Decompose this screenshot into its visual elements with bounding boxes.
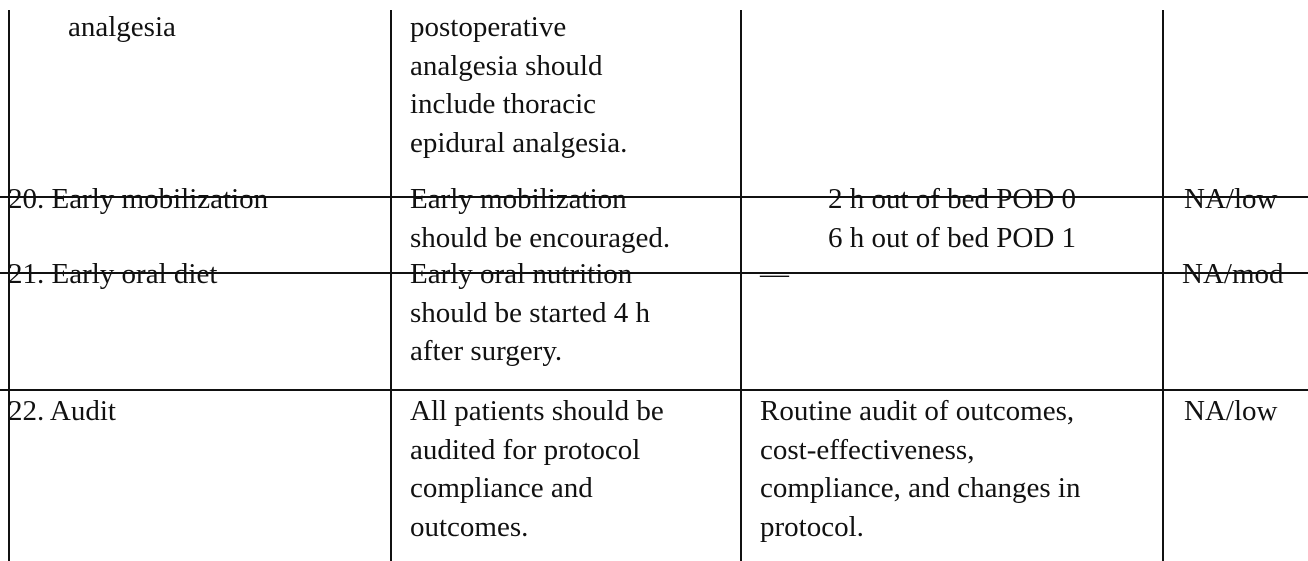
column-border-2 [740,10,742,561]
detail-cell: Routine audit of outcomes, cost-effectiv… [760,392,1081,546]
detail-line: 2 h out of bed POD 0 [827,183,1077,215]
recommendation-line: audited for protocol [410,433,641,466]
recommendation-line: compliance and [410,472,593,504]
recommendation-cell: All patients should be audited for proto… [410,392,664,546]
recommendation-line: All patients should be [410,395,664,427]
recommendation-line: outcomes. [410,510,529,543]
column-border-left [8,10,10,561]
detail-line: compliance, and changes in [760,472,1081,504]
row-border-3 [0,389,1308,391]
detail-line: 6 h out of bed POD 1 [827,221,1077,254]
evidence-cell: NA/mod [1182,258,1284,290]
recommendation-cell: Early mobilization should be encouraged. [410,180,670,257]
row-border-2 [0,272,1308,274]
evidence-cell: NA/low [1184,395,1278,427]
column-border-1 [390,10,392,561]
recommendation-line: should be started 4 h [410,296,651,329]
recommendation-line: epidural analgesia. [410,126,628,159]
recommendation-cell: postoperative analgesia should include t… [410,8,627,162]
recommendation-line: after surgery. [410,335,563,367]
item-cell: 22. Audit [8,395,116,427]
row-border-1 [0,196,1308,198]
item-cell: 20. Early mobilization [8,183,269,215]
evidence-cell: NA/low [1184,183,1278,215]
column-border-3 [1162,10,1164,561]
detail-cell: 2 h out of bed POD 0 6 h out of bed POD … [742,180,1162,257]
recommendation-line: should be encouraged. [410,221,671,254]
recommendation-line: Early oral nutrition [410,258,633,290]
detail-line: protocol. [760,510,864,543]
item-cell: analgesia [68,11,176,43]
recommendation-line: Early mobilization [410,183,627,215]
recommendation-line: postoperative [410,11,567,43]
recommendation-line: analgesia should [410,49,603,82]
item-cell: 21. Early oral diet [8,258,218,290]
recommendation-cell: Early oral nutrition should be started 4… [410,255,650,371]
detail-line: cost-effectiveness, [760,433,975,466]
recommendation-line: include thoracic [410,88,596,120]
detail-line: Routine audit of outcomes, [760,395,1075,427]
detail-cell: — [760,258,789,290]
